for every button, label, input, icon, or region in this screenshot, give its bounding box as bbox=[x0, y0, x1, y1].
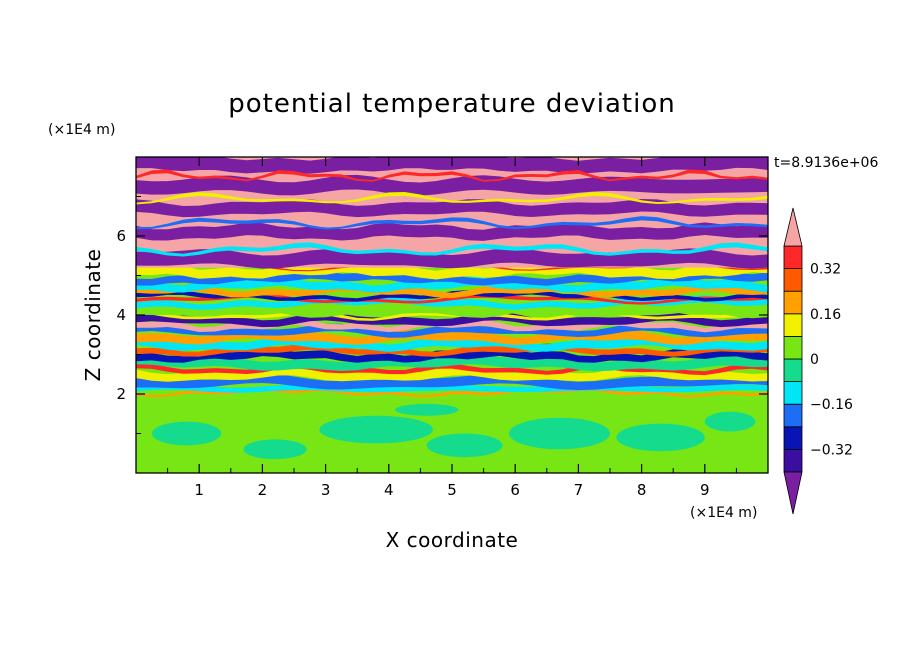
chart-title: potential temperature deviation bbox=[228, 89, 675, 119]
mid-layer-band bbox=[136, 353, 768, 372]
lower-swirl bbox=[426, 433, 503, 458]
x-tick-label: 1 bbox=[194, 481, 204, 499]
colorbar-segment bbox=[783, 245, 803, 270]
y-tick-label: 2 bbox=[116, 385, 126, 403]
mid-layer-band bbox=[136, 343, 768, 357]
colorbar-segment bbox=[783, 313, 803, 337]
x-tick-label: 2 bbox=[258, 481, 268, 499]
x-axis-unit: (×1E4 m) bbox=[690, 505, 757, 521]
mid-layer-band bbox=[136, 293, 768, 305]
mid-layer-band bbox=[136, 283, 768, 299]
mid-layer-band bbox=[136, 322, 768, 338]
colorbar-segment bbox=[783, 290, 803, 315]
mid-layer-band bbox=[136, 347, 768, 363]
colorbar-segment bbox=[783, 426, 803, 450]
colorbar-segment bbox=[783, 403, 803, 428]
lower-swirl bbox=[704, 411, 756, 432]
colorbar-segment bbox=[783, 335, 803, 360]
mid-layer-band bbox=[136, 386, 768, 398]
colorbar-segment bbox=[783, 381, 803, 405]
x-tick-label: 4 bbox=[384, 481, 394, 499]
y-axis-label: Z coordinate bbox=[81, 249, 105, 382]
x-tick-label: 8 bbox=[637, 481, 647, 499]
colorbar-lower-extension bbox=[783, 471, 803, 515]
y-tick-label: 4 bbox=[116, 306, 126, 324]
colorbar-label: 0 bbox=[810, 352, 819, 368]
x-tick-label: 3 bbox=[321, 481, 331, 499]
upper-dark-band bbox=[136, 199, 768, 218]
upper-thin-band bbox=[136, 242, 768, 257]
x-tick-label: 6 bbox=[510, 481, 520, 499]
y-tick-label: 6 bbox=[116, 227, 126, 245]
y-axis-ticks: 2 4 6 bbox=[116, 196, 768, 434]
colorbar-label: 0.16 bbox=[810, 307, 841, 323]
colorbar-label: −0.32 bbox=[810, 442, 853, 458]
mid-layer-band bbox=[136, 270, 768, 286]
mid-layer-band bbox=[136, 372, 768, 391]
upper-thin-band bbox=[136, 192, 768, 205]
upper-thin-band bbox=[136, 216, 768, 230]
x-tick-label: 9 bbox=[700, 481, 710, 499]
colorbar-upper-extension bbox=[783, 207, 803, 247]
lower-swirl bbox=[243, 439, 307, 460]
x-tick-label: 5 bbox=[447, 481, 457, 499]
lower-swirl bbox=[319, 415, 434, 444]
time-stamp: t=8.9136e+06 bbox=[774, 155, 878, 171]
x-tick-label: 7 bbox=[574, 481, 584, 499]
y-axis-unit: (×1E4 m) bbox=[48, 122, 115, 138]
mid-layer-band bbox=[136, 295, 768, 310]
contour-field bbox=[136, 157, 768, 473]
colorbar-label: 0.32 bbox=[810, 262, 841, 278]
lower-swirl bbox=[151, 421, 222, 446]
lower-swirl bbox=[508, 417, 610, 450]
colorbar-segment bbox=[783, 268, 803, 292]
colorbar: 0.32 0.16 0 −0.16 −0.32 bbox=[783, 207, 853, 515]
colorbar-segment bbox=[783, 358, 803, 383]
colorbar-label: −0.16 bbox=[810, 397, 853, 413]
colorbar-segment bbox=[783, 448, 803, 473]
upper-dark-band bbox=[136, 222, 768, 241]
lower-swirl bbox=[616, 423, 705, 452]
lower-swirl bbox=[395, 403, 459, 416]
mid-layer-band bbox=[136, 300, 768, 319]
x-axis-label: X coordinate bbox=[386, 528, 519, 552]
mid-layer-band bbox=[136, 311, 768, 328]
x-axis-ticks: 1 2 3 4 5 6 7 8 9 bbox=[167, 157, 737, 499]
upper-thin-band bbox=[136, 169, 768, 182]
